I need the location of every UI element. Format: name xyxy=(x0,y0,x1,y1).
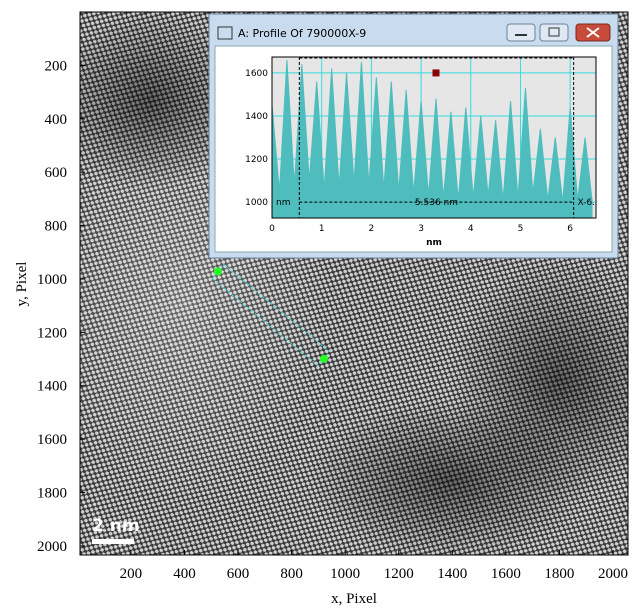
x-tick-label: 4 xyxy=(468,224,474,234)
x-tick-label: 0 xyxy=(269,224,275,234)
y-axis-label: y, Pixel xyxy=(14,262,30,307)
x-tick-label: 1000 xyxy=(330,566,360,582)
plot-frame xyxy=(271,56,597,219)
minimize-button[interactable] xyxy=(506,23,536,42)
annotation: X-6. xyxy=(577,198,595,208)
y-tick-label: 1200 xyxy=(37,325,67,341)
y-tick-label: 400 xyxy=(45,112,68,128)
x-tick-label: 3 xyxy=(418,224,424,234)
profile-axes: 1000 1200 1400 1600 0 1 2 3 4 5 6 nm 5.536 nm X-6. nm xyxy=(245,56,597,248)
y-tick-label: 1000 xyxy=(37,272,67,288)
y-tick-label: 1400 xyxy=(37,379,67,395)
marker xyxy=(432,69,440,77)
scale-bar xyxy=(92,539,134,544)
y-tick-label: 2000 xyxy=(37,539,67,555)
window-icon xyxy=(217,26,233,40)
x-tick-label: 200 xyxy=(120,566,143,582)
maximize-icon xyxy=(548,27,560,37)
y-tick-label: 1600 xyxy=(37,432,67,448)
x-tick-label: 1600 xyxy=(491,566,521,582)
y-tick-label: 200 xyxy=(45,58,68,74)
x-tick-label: 400 xyxy=(173,566,196,582)
profile-line xyxy=(271,59,594,205)
x-tick-label: 1200 xyxy=(384,566,414,582)
x-tick-label: 1800 xyxy=(544,566,574,582)
x-tick-label: 1 xyxy=(319,224,325,234)
annotation: nm xyxy=(276,198,290,208)
y-tick-label: 1600 xyxy=(245,69,268,79)
x-axis-label: nm xyxy=(426,238,442,248)
scale-bar-label: 2 nm xyxy=(92,516,140,536)
plot-frame xyxy=(79,11,629,556)
roi-end xyxy=(320,354,329,363)
y-tick-label: 1000 xyxy=(245,198,268,208)
x-tick-label: 2 xyxy=(369,224,375,234)
x-tick-label: 2000 xyxy=(598,566,628,582)
y-tick-label: 1200 xyxy=(245,155,268,165)
maximize-button[interactable] xyxy=(539,23,569,42)
main-axes: 200 400 600 800 1000 1200 1400 1600 1800 20002004… xyxy=(37,58,628,582)
area-fill xyxy=(272,60,593,219)
close-icon xyxy=(586,27,600,38)
y-tick-label: 800 xyxy=(45,219,68,235)
window-title: A: Profile Of 790000X-9 xyxy=(238,27,366,40)
x-axis-label: x, Pixel xyxy=(331,591,377,607)
y-tick-label: 1800 xyxy=(37,486,67,502)
roi-box xyxy=(211,263,331,367)
roi-start xyxy=(213,267,222,276)
y-tick-label: 1400 xyxy=(245,112,268,122)
annotation: 5.536 nm xyxy=(415,198,458,208)
x-tick-label: 600 xyxy=(227,566,250,582)
x-tick-label: 800 xyxy=(280,566,303,582)
x-tick-label: 1400 xyxy=(437,566,467,582)
x-tick-label: 5 xyxy=(518,224,524,234)
y-tick-label: 600 xyxy=(45,165,68,181)
x-tick-label: 6 xyxy=(567,224,573,234)
